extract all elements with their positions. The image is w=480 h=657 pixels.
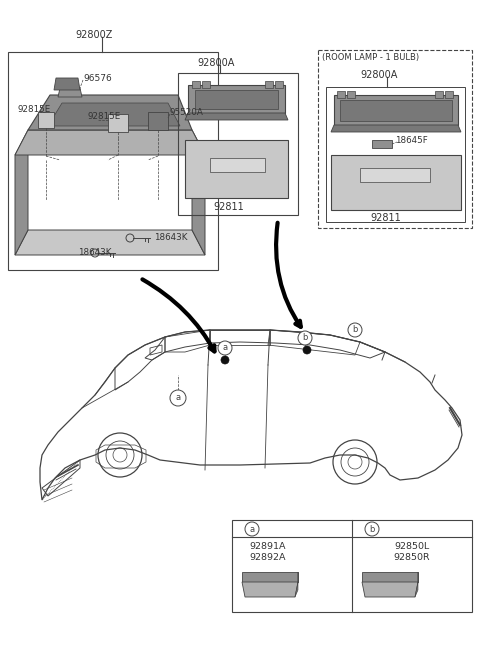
Circle shape	[170, 390, 186, 406]
Circle shape	[303, 346, 311, 354]
Polygon shape	[242, 572, 298, 582]
Polygon shape	[362, 582, 418, 597]
Text: b: b	[352, 325, 358, 334]
Polygon shape	[334, 95, 458, 125]
Circle shape	[298, 331, 312, 345]
Polygon shape	[15, 130, 28, 255]
Polygon shape	[108, 114, 128, 132]
Bar	[8, 52, 218, 270]
Polygon shape	[242, 582, 298, 597]
Polygon shape	[372, 140, 392, 148]
Text: 92800A: 92800A	[360, 70, 397, 80]
Text: b: b	[369, 524, 375, 533]
Polygon shape	[347, 91, 355, 98]
Circle shape	[245, 522, 259, 536]
Polygon shape	[185, 140, 288, 198]
Polygon shape	[360, 168, 430, 182]
Circle shape	[218, 341, 232, 355]
Bar	[326, 87, 465, 222]
Polygon shape	[340, 100, 452, 121]
Text: 92811: 92811	[213, 202, 244, 212]
Polygon shape	[415, 572, 418, 597]
Polygon shape	[295, 572, 298, 597]
Polygon shape	[192, 130, 205, 255]
Polygon shape	[445, 91, 453, 98]
Polygon shape	[38, 112, 54, 128]
Polygon shape	[275, 81, 283, 88]
Text: 92850L: 92850L	[395, 542, 430, 551]
Text: (ROOM LAMP - 1 BULB): (ROOM LAMP - 1 BULB)	[322, 53, 419, 62]
Polygon shape	[331, 155, 461, 210]
Text: a: a	[222, 344, 228, 353]
Polygon shape	[331, 125, 461, 132]
Polygon shape	[15, 230, 205, 255]
Polygon shape	[188, 85, 285, 113]
Polygon shape	[58, 88, 82, 97]
Polygon shape	[202, 81, 210, 88]
Text: 92800Z: 92800Z	[75, 30, 112, 40]
Text: a: a	[222, 344, 228, 353]
Circle shape	[365, 522, 379, 536]
Circle shape	[348, 323, 362, 337]
Polygon shape	[192, 81, 200, 88]
Polygon shape	[28, 95, 192, 130]
Text: 92800A: 92800A	[197, 58, 234, 68]
Text: a: a	[250, 524, 254, 533]
Bar	[318, 50, 472, 228]
Polygon shape	[15, 130, 205, 155]
Polygon shape	[148, 112, 168, 130]
Text: 92815E: 92815E	[18, 105, 51, 114]
Bar	[178, 73, 298, 215]
Circle shape	[221, 356, 229, 364]
Text: 18643K: 18643K	[154, 233, 188, 242]
Text: 18643K: 18643K	[78, 248, 111, 257]
Text: 92811: 92811	[370, 213, 401, 223]
Text: 18645F: 18645F	[395, 136, 428, 145]
Text: 92815E: 92815E	[88, 112, 121, 121]
Text: 95520A: 95520A	[170, 108, 204, 117]
Polygon shape	[210, 158, 265, 172]
Polygon shape	[362, 572, 418, 582]
Polygon shape	[195, 90, 278, 109]
Bar	[232, 520, 472, 612]
Text: b: b	[302, 334, 308, 342]
Text: 96576: 96576	[83, 74, 112, 83]
Polygon shape	[435, 91, 443, 98]
Text: a: a	[175, 394, 180, 403]
Text: 92891A: 92891A	[250, 542, 286, 551]
Text: 92892A: 92892A	[250, 553, 286, 562]
Polygon shape	[265, 81, 273, 88]
Polygon shape	[337, 91, 345, 98]
Text: 92850R: 92850R	[394, 553, 430, 562]
Polygon shape	[185, 113, 288, 120]
Polygon shape	[48, 103, 180, 126]
Polygon shape	[54, 78, 80, 90]
